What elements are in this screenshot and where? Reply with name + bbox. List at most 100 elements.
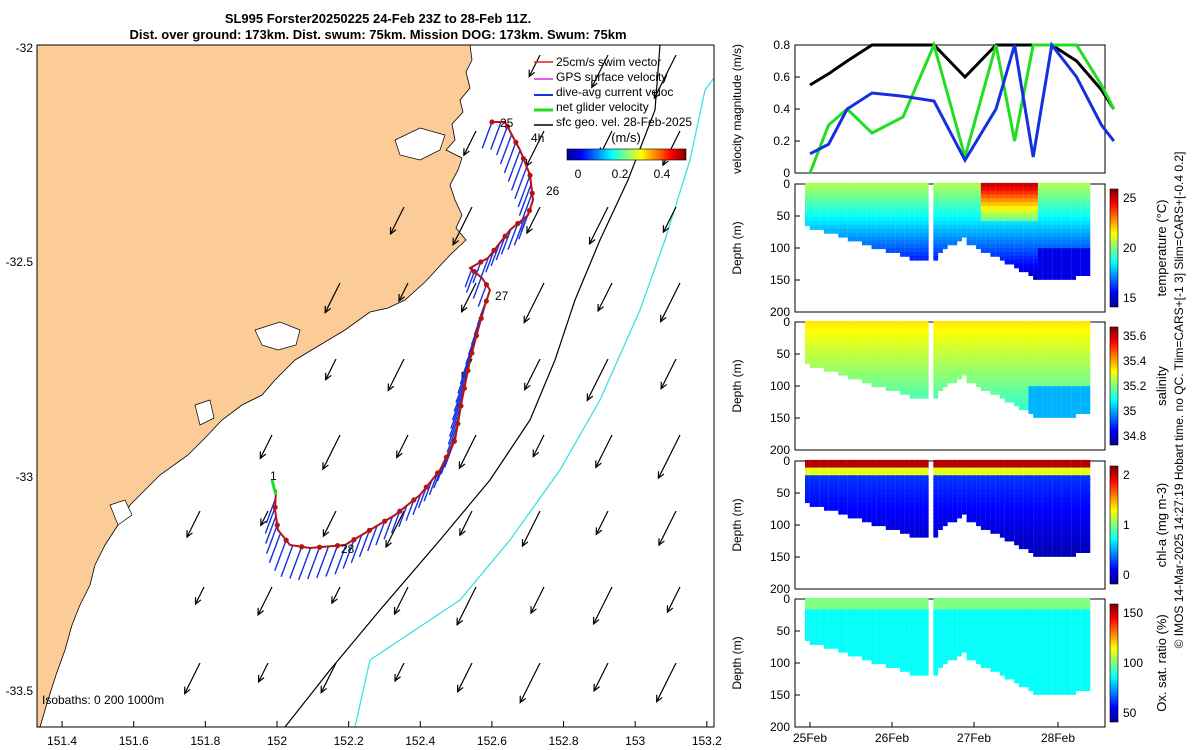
- section-cell: [971, 336, 977, 342]
- section-cell: [1061, 225, 1067, 230]
- section-cell: [824, 605, 829, 611]
- section-cell: [1018, 359, 1024, 365]
- section-cell: [1004, 397, 1010, 403]
- section-cell: [1009, 324, 1015, 330]
- section-cell: [1052, 605, 1057, 611]
- section-cell: [857, 336, 863, 342]
- section-cell: [1080, 340, 1086, 345]
- map-x-tick: 153: [625, 734, 645, 748]
- section-cell: [985, 475, 991, 481]
- section-cell: [819, 324, 825, 330]
- section-cell: [895, 351, 901, 357]
- section-cell: [995, 320, 1000, 326]
- section-cell: [876, 205, 882, 211]
- sfc-vector: [398, 282, 409, 302]
- section-cell: [900, 182, 905, 188]
- section-cell: [947, 198, 953, 204]
- section-cell: [952, 186, 958, 192]
- section-cell: [1056, 343, 1062, 349]
- section-cell: [919, 640, 924, 645]
- section-cell: [1028, 374, 1034, 380]
- section-cell: [990, 320, 996, 326]
- section-cell: [819, 486, 825, 492]
- section-cell: [933, 225, 939, 230]
- section-cell: [847, 320, 853, 326]
- section-cell: [828, 459, 834, 465]
- section-cell: [843, 182, 848, 188]
- section-cell: [876, 620, 882, 626]
- section-cell: [1028, 509, 1034, 515]
- title-line2: Dist. over ground: 173km. Dist. swum: 75…: [129, 27, 626, 42]
- section-cell: [909, 332, 915, 338]
- section-cell: [933, 620, 939, 626]
- section-cell: [1037, 413, 1043, 418]
- section-cell: [885, 647, 891, 653]
- section-cell: [862, 194, 867, 200]
- track-dot: [455, 421, 461, 427]
- section-cell: [904, 479, 910, 484]
- dive-vector: [499, 134, 513, 165]
- section-cell: [952, 205, 958, 211]
- section-cell: [914, 632, 920, 638]
- section-cell: [885, 186, 891, 192]
- section-cell: [1061, 202, 1067, 207]
- section-cell: [1047, 217, 1053, 223]
- sfc-vector-head: [194, 597, 202, 606]
- section-cell: [990, 475, 996, 481]
- section-cell: [843, 347, 848, 353]
- section-cell: [1080, 267, 1086, 273]
- section-cell: [881, 597, 886, 603]
- section-cell: [847, 624, 853, 630]
- section-cell: [900, 525, 905, 530]
- section-cell: [862, 505, 867, 511]
- section-cell: [1056, 552, 1062, 557]
- section-cell: [1066, 540, 1072, 546]
- sfc-vector-head: [459, 528, 466, 537]
- section-cell: [895, 628, 901, 634]
- section-cell: [852, 647, 858, 653]
- section-cell: [1009, 601, 1015, 607]
- section-cell: [900, 324, 905, 330]
- section-cell: [1042, 490, 1048, 496]
- section-cell: [952, 332, 958, 338]
- section-cell: [1071, 552, 1076, 557]
- section-cell: [1085, 494, 1091, 500]
- net-velocity-vector: [270, 479, 278, 496]
- section-cell: [1075, 502, 1081, 507]
- section-cell: [990, 609, 996, 615]
- section-cell: [1075, 359, 1081, 365]
- section-cell: [957, 475, 962, 481]
- section-cell: [942, 471, 948, 477]
- section-cell: [890, 467, 896, 473]
- section-cell: [1037, 532, 1043, 538]
- dive-vector: [423, 479, 433, 502]
- section-cell: [828, 225, 834, 230]
- section-cell: [914, 252, 920, 257]
- section-cell: [966, 209, 972, 215]
- section-cell: [1066, 366, 1072, 372]
- section-cell: [980, 340, 986, 345]
- section-cell: [919, 205, 924, 211]
- section-cell: [1075, 647, 1081, 653]
- section-cell: [885, 479, 891, 484]
- section-cell: [933, 475, 939, 481]
- section-cell: [995, 194, 1000, 200]
- section-cell: [819, 194, 825, 200]
- section-cell: [843, 221, 848, 227]
- section-cell: [904, 209, 910, 215]
- section-cell: [895, 248, 901, 253]
- track-label-1: 1: [270, 469, 277, 483]
- section-cell: [985, 343, 991, 349]
- section-cell: [1075, 336, 1081, 342]
- section-cell: [814, 605, 820, 611]
- section-cell: [871, 609, 877, 615]
- section-cell: [980, 613, 986, 619]
- section-cell: [1085, 190, 1091, 196]
- section-cell: [1056, 605, 1062, 611]
- section-cell: [885, 374, 891, 380]
- section-cell: [895, 370, 901, 376]
- section-cell: [1023, 613, 1029, 619]
- section-cell: [1023, 682, 1029, 688]
- section-cell: [1033, 502, 1038, 507]
- velocity-line-black: [809, 43, 1116, 110]
